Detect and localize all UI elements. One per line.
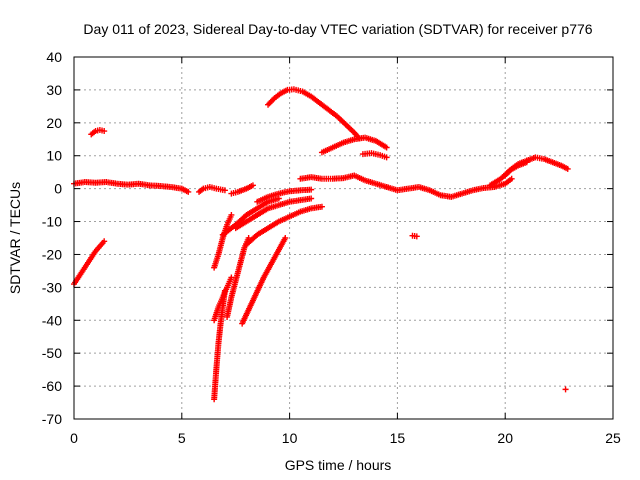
series-dive-d (239, 235, 289, 327)
chart-title: Day 011 of 2023, Sidereal Day-to-day VTE… (83, 21, 592, 37)
y-tick-label: -60 (42, 378, 62, 394)
data-point (101, 128, 108, 135)
grid-lines (74, 57, 613, 419)
data-point (383, 154, 390, 161)
series-arc-peak (265, 86, 362, 141)
series-mid-cluster-2 (228, 182, 256, 197)
series-mid-cluster (196, 183, 228, 195)
series-arc-rise-4 (254, 186, 315, 205)
y-tick-label: 30 (46, 82, 62, 98)
series-dive-b (211, 274, 235, 324)
data-point (185, 188, 192, 195)
data-point (221, 187, 228, 194)
x-tick-label: 0 (70, 430, 78, 446)
series-arc-rise-1 (219, 195, 282, 238)
data-point (308, 186, 315, 193)
series-arc-rise-3 (243, 203, 325, 248)
series-high-blob (88, 127, 108, 138)
y-tick-label: -50 (42, 345, 62, 361)
series-baseline-early (71, 179, 192, 195)
y-tick-label: -30 (42, 279, 62, 295)
data-point (228, 211, 235, 218)
series-arc-rise-2 (232, 195, 315, 232)
data-point (282, 235, 289, 241)
y-tick-label: 20 (46, 115, 62, 131)
data-point (249, 182, 256, 189)
series-end-hump (523, 154, 571, 172)
axis-ticks (73, 56, 614, 420)
series-flat-11-14 (297, 172, 390, 190)
series-start-rise (71, 238, 108, 288)
series-lower-line (359, 150, 390, 161)
y-tick-label: 10 (46, 148, 62, 164)
data-point (562, 386, 569, 393)
y-tick-label: 0 (54, 181, 62, 197)
data-point (413, 233, 420, 240)
y-tick-label: -40 (42, 312, 62, 328)
y-tick-label: 40 (46, 49, 62, 65)
data-point (308, 195, 315, 202)
data-point (383, 144, 390, 151)
data-point (228, 274, 235, 281)
x-tick-label: 20 (497, 430, 513, 446)
data-point (564, 165, 571, 172)
series-after-14 (383, 175, 515, 200)
series-outlier-2 (562, 386, 569, 393)
y-axis-label: SDTVAR / TECUs (7, 182, 23, 294)
x-tick-label: 25 (605, 430, 621, 446)
series-rising-line (318, 134, 390, 156)
data-points (71, 86, 571, 403)
data-point (508, 175, 515, 182)
x-axis-label: GPS time / hours (285, 457, 392, 473)
y-tick-label: -10 (42, 214, 62, 230)
x-tick-label: 10 (282, 430, 298, 446)
data-point (318, 203, 325, 210)
y-tick-label: -70 (42, 411, 62, 427)
x-tick-label: 15 (390, 430, 406, 446)
series-outlier-1 (409, 232, 420, 240)
tick-labels: 0 5 10 15 20 25 -70 -60 -50 -40 -30 -20 -10 0 10 20 30 40 (42, 49, 621, 446)
data-point (101, 238, 108, 245)
series-steep-e (211, 211, 235, 271)
plot-frame (73, 56, 614, 420)
y-tick-label: -20 (42, 246, 62, 262)
x-tick-label: 5 (178, 430, 186, 446)
